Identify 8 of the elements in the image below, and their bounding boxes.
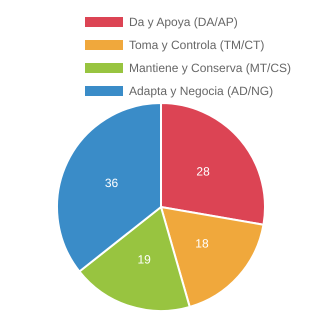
legend-label: Da y Apoya (DA/AP) (129, 15, 238, 29)
legend-label: Toma y Controla (TM/CT) (129, 38, 264, 52)
data-label: 28 (196, 164, 210, 179)
data-label: 19 (137, 252, 152, 266)
data-label: 36 (104, 176, 118, 190)
data-label: 18 (195, 236, 209, 251)
legend-label: Adapta y Negocia (AD/NG) (129, 84, 274, 98)
legend-label: Mantiene y Conserva (MT/CS) (129, 61, 292, 75)
